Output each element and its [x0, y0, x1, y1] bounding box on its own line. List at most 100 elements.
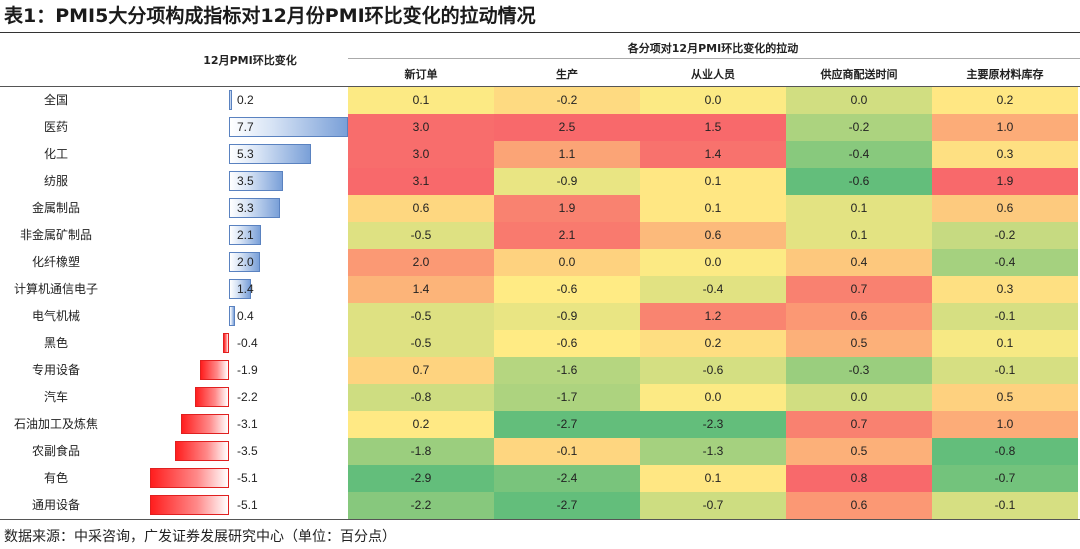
- row-label: 计算机通信电子: [13, 282, 98, 296]
- row-label: 化工: [43, 147, 68, 161]
- pmi-change-bar: [229, 252, 260, 272]
- heatmap-cell: -0.2: [932, 222, 1078, 249]
- heatmap-cell: -0.5: [348, 303, 494, 330]
- heatmap-cell: 3.0: [348, 114, 494, 141]
- pmi-change-bar: [150, 495, 229, 515]
- heatmap-cell: 0.1: [348, 87, 494, 114]
- pmi-change-bar: [229, 225, 262, 245]
- heatmap-cell: -0.1: [932, 492, 1078, 519]
- heatmap-cell: -2.4: [494, 465, 640, 492]
- heatmap-cell: -0.6: [494, 276, 640, 303]
- heatmap-cell: 0.2: [348, 411, 494, 438]
- heatmap-cell: -0.3: [786, 357, 932, 384]
- pmi-change-bar: [174, 441, 229, 461]
- pmi-change-bar: [150, 468, 229, 488]
- row-label: 有色: [43, 471, 68, 485]
- row-label: 通用设备: [31, 498, 80, 512]
- heatmap-cell: 0.6: [640, 222, 786, 249]
- heatmap-cell: 2.1: [494, 222, 640, 249]
- heatmap-cell: 1.5: [640, 114, 786, 141]
- heatmap-cell: -0.9: [494, 303, 640, 330]
- heatmap-cell: 3.1: [348, 168, 494, 195]
- heatmap-cell: 0.5: [786, 438, 932, 465]
- heatmap-cell: -0.8: [348, 384, 494, 411]
- column-header: 供应商配送时间: [820, 68, 898, 81]
- heatmap-cell: 1.9: [494, 195, 640, 222]
- bottom-rule: [0, 519, 1080, 520]
- pmi-change-value: -5.1: [237, 498, 258, 512]
- heatmap-cell: 0.0: [786, 87, 932, 114]
- heatmap-cell: -0.1: [932, 303, 1078, 330]
- pmi-change-value: -3.5: [237, 444, 258, 458]
- pmi-change-value: -5.1: [237, 471, 258, 485]
- pmi-change-value: 5.3: [237, 147, 254, 161]
- heatmap-cell: -0.7: [640, 492, 786, 519]
- row-label: 汽车: [43, 390, 68, 404]
- heatmap-cell: -0.6: [494, 330, 640, 357]
- heatmap-cell: 1.4: [640, 141, 786, 168]
- heatmap-cell: 0.6: [786, 303, 932, 330]
- heatmap-cell: 2.0: [348, 249, 494, 276]
- heatmap-cell: 0.1: [786, 195, 932, 222]
- pmi-change-value: -3.1: [237, 417, 258, 431]
- heatmap-cell: -2.7: [494, 411, 640, 438]
- pmi-change-value: 1.4: [237, 282, 254, 296]
- pmi-change-bar: [222, 333, 229, 353]
- heatmap-cell: -0.4: [932, 249, 1078, 276]
- heatmap-cell: 0.1: [786, 222, 932, 249]
- pmi-change-value: 7.7: [237, 120, 254, 134]
- heatmap-cell: -1.8: [348, 438, 494, 465]
- pmi-change-bar: [181, 414, 229, 434]
- heatmap-cell: 0.5: [786, 330, 932, 357]
- heatmap-cell: -2.9: [348, 465, 494, 492]
- source-note: 数据来源：中采咨询，广发证券发展研究中心（单位：百分点）: [4, 529, 396, 545]
- heatmap-cell: 1.9: [932, 168, 1078, 195]
- heatmap-cell: 0.1: [932, 330, 1078, 357]
- heatmap-cell: 0.0: [640, 384, 786, 411]
- heatmap-cell: 0.1: [640, 465, 786, 492]
- heatmap-cell: 0.6: [786, 492, 932, 519]
- pmi-change-bar: [229, 144, 311, 164]
- column-header: 生产: [556, 68, 578, 81]
- left-header: 12月PMI环比变化: [203, 54, 297, 67]
- row-label: 电气机械: [31, 309, 80, 323]
- table-title: 表1：PMI5大分项构成指标对12月份PMI环比变化的拉动情况: [4, 5, 536, 27]
- row-label: 非金属矿制品: [19, 228, 92, 242]
- heatmap-cell: 0.0: [640, 249, 786, 276]
- pmi-change-bar: [229, 306, 236, 326]
- pmi-change-value: 3.5: [237, 174, 254, 188]
- row-label: 纺服: [43, 174, 68, 188]
- heatmap-cell: -0.8: [932, 438, 1078, 465]
- heatmap-cell: -2.7: [494, 492, 640, 519]
- row-label: 全国: [43, 93, 68, 107]
- pmi-change-bar: [229, 279, 251, 299]
- heatmap-cell: 0.5: [932, 384, 1078, 411]
- row-label: 农副食品: [31, 444, 80, 458]
- heatmap-cell: 0.2: [640, 330, 786, 357]
- heatmap-cell: 0.3: [932, 141, 1078, 168]
- pmi-change-value: 2.1: [237, 228, 254, 242]
- heatmap-cell: -0.4: [786, 141, 932, 168]
- heatmap-cell: 0.6: [932, 195, 1078, 222]
- heatmap-cell: 0.3: [932, 276, 1078, 303]
- heatmap-cell: -0.2: [786, 114, 932, 141]
- heatmap-cell: 0.4: [786, 249, 932, 276]
- heatmap-cell: -0.6: [640, 357, 786, 384]
- column-header: 新订单: [404, 68, 438, 81]
- pmi-change-bar: [199, 360, 229, 380]
- column-header: 从业人员: [691, 68, 735, 81]
- header-rule: [0, 86, 1080, 87]
- pmi-change-bar: [229, 90, 233, 110]
- row-label: 石油加工及炼焦: [13, 417, 98, 431]
- heatmap-cell: 0.7: [786, 411, 932, 438]
- heatmap-cell: 0.7: [786, 276, 932, 303]
- pmi-change-bar: [229, 117, 348, 137]
- heatmap-cell: -0.1: [494, 438, 640, 465]
- pmi-change-value: -0.4: [237, 336, 258, 350]
- heatmap-cell: 0.1: [640, 168, 786, 195]
- heatmap-cell: 0.6: [348, 195, 494, 222]
- heatmap-cell: 0.0: [494, 249, 640, 276]
- pmi-change-value: -1.9: [237, 363, 258, 377]
- title-rule: [0, 32, 1080, 33]
- pmi-change-bar: [229, 171, 284, 191]
